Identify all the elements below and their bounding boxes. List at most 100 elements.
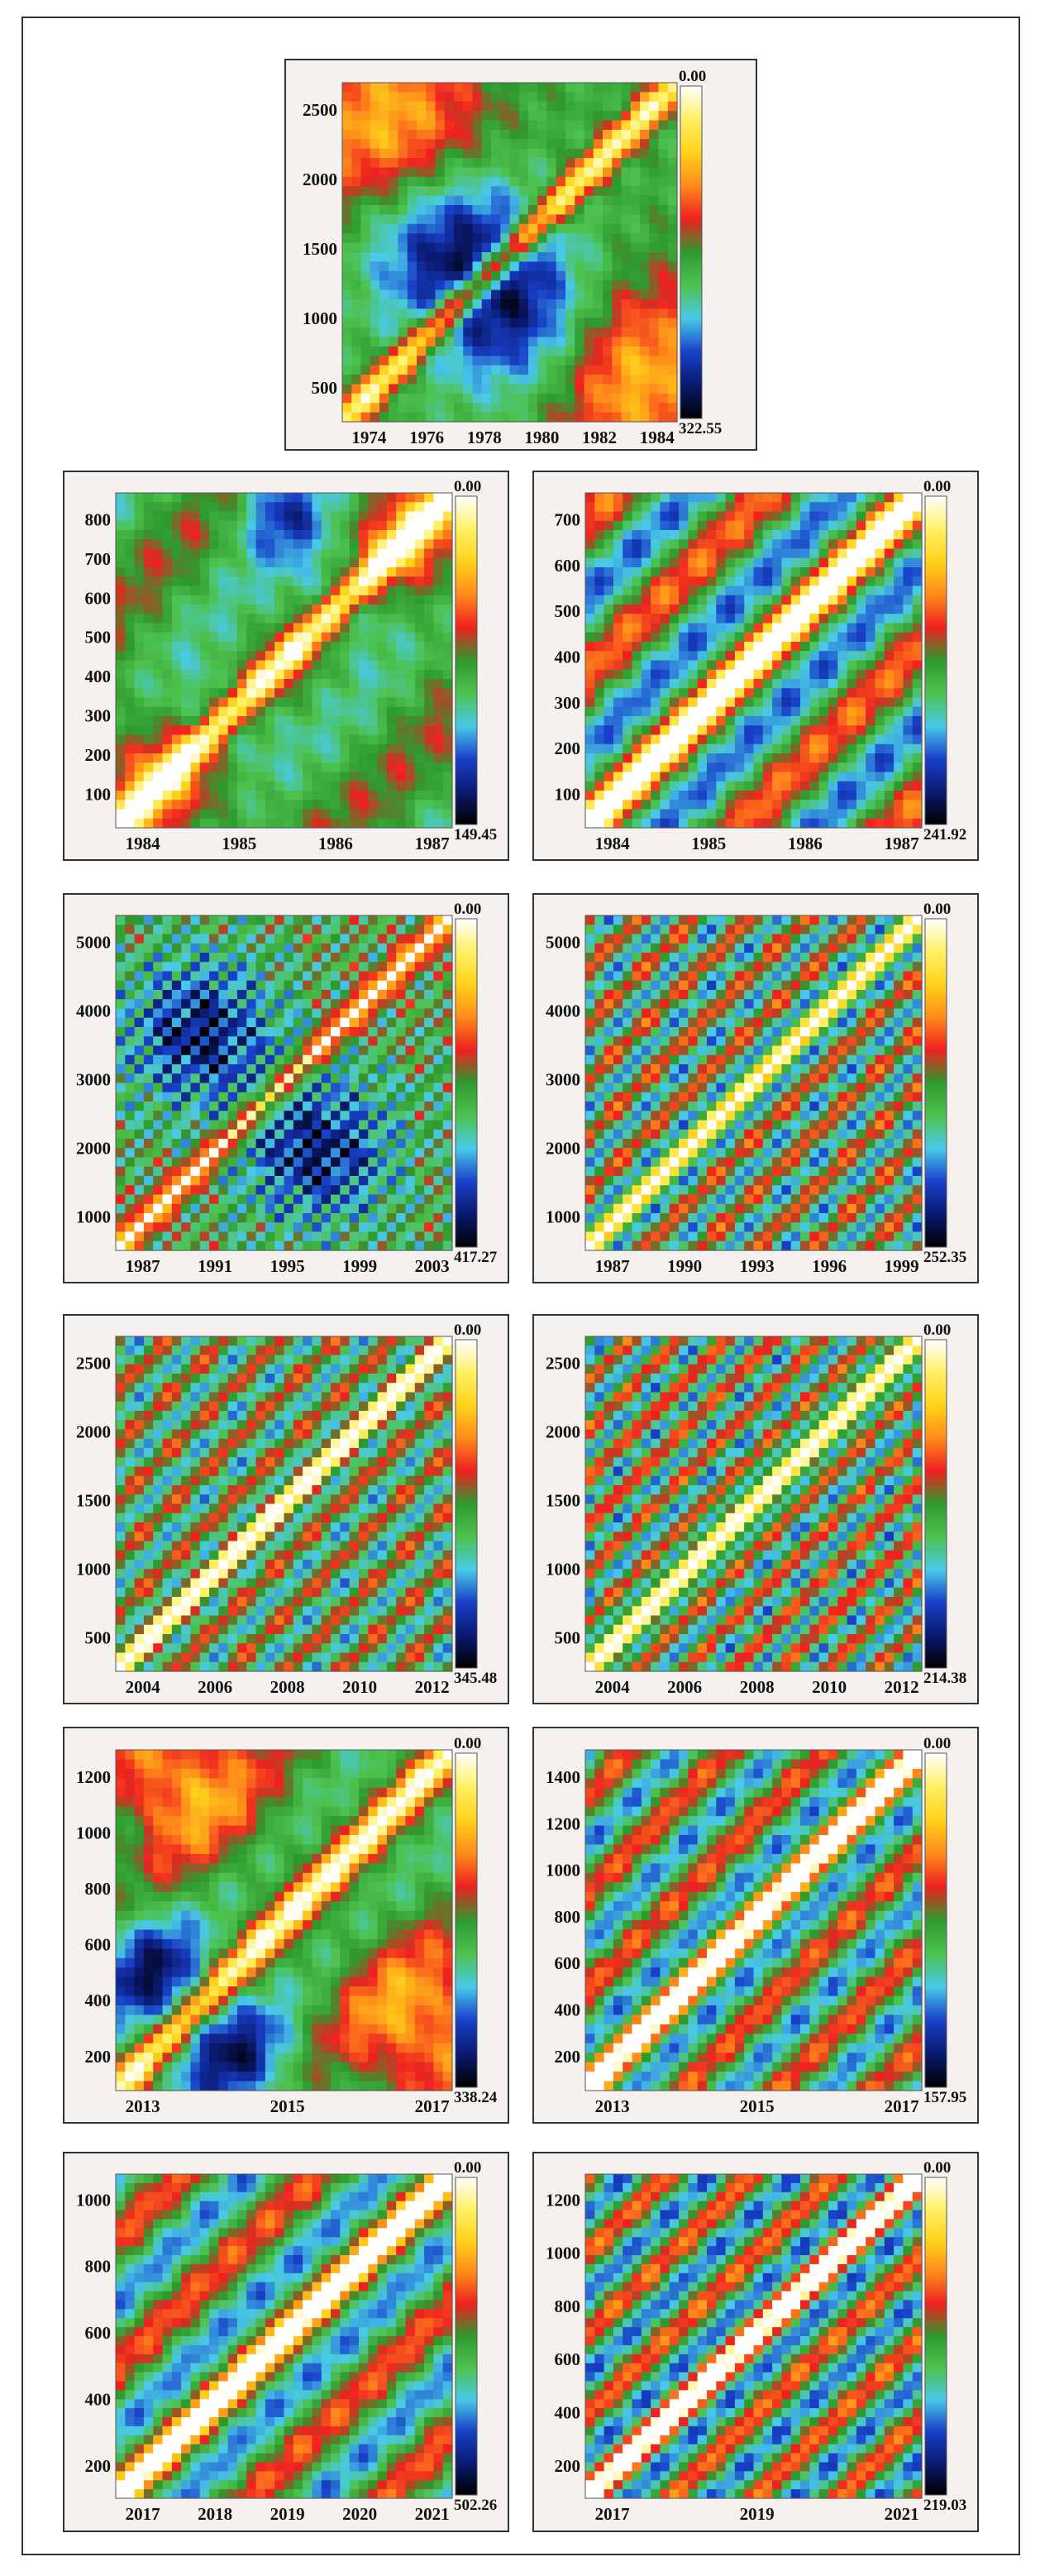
heatmap-cell (377, 511, 388, 522)
heatmap-cell (181, 595, 192, 605)
heatmap-cell (236, 818, 247, 829)
heatmap-cell (442, 706, 453, 717)
heatmap-cell (884, 791, 894, 801)
heatmap-cell (716, 753, 727, 763)
heatmap-cell (414, 651, 425, 662)
heatmap-cell (265, 753, 275, 763)
heatmap-cell (630, 148, 641, 159)
heatmap-cell (856, 753, 866, 763)
heatmap-cell (613, 743, 623, 754)
heatmap-cell (209, 1008, 219, 1019)
heatmap-cell (912, 520, 923, 531)
heatmap-cell (444, 83, 455, 93)
heatmap-cell (556, 403, 566, 413)
heatmap-cell (593, 158, 603, 169)
heatmap-cell (463, 233, 474, 244)
heatmap-cell (274, 688, 285, 699)
heatmap-cell (884, 605, 894, 614)
heatmap-cell (537, 403, 548, 413)
heatmap-cell (405, 1054, 416, 1065)
heatmap-cell (218, 539, 229, 550)
heatmap-cell (125, 1045, 136, 1056)
heatmap-cell (603, 403, 613, 413)
heatmap-cell (621, 252, 632, 262)
heatmap-cell (509, 280, 520, 291)
heatmap-cell (386, 623, 397, 633)
heatmap-cell (641, 725, 651, 736)
heatmap-cell (800, 781, 810, 791)
heatmap-cell (658, 139, 669, 150)
heatmap-cell (818, 734, 829, 745)
heatmap-cell (284, 753, 294, 763)
heatmap-cell (866, 642, 876, 652)
heatmap-cell (321, 1064, 332, 1074)
heatmap-cell (584, 384, 594, 394)
heatmap-cell (162, 520, 173, 531)
heatmap-cell (491, 365, 501, 375)
heatmap-cell (227, 1148, 238, 1159)
heatmap-cell (125, 1166, 136, 1177)
heatmap-cell (153, 632, 164, 643)
heatmap-cell (433, 915, 444, 925)
heatmap-cell (396, 669, 407, 680)
heatmap-cell (321, 539, 332, 550)
heatmap-cell (575, 205, 585, 216)
heatmap-cell (454, 318, 464, 328)
heatmap-cell (706, 557, 717, 568)
heatmap-cell (753, 605, 764, 614)
plot-border (584, 492, 923, 829)
heatmap-cell (377, 567, 388, 577)
heatmap-cell (162, 1185, 173, 1196)
heatmap-cell (623, 753, 633, 763)
heatmap-cell (734, 530, 745, 540)
heatmap-cell (342, 139, 352, 150)
heatmap-cell (321, 1092, 332, 1102)
heatmap-cell (349, 1139, 360, 1149)
heatmap-cell (491, 384, 501, 394)
heatmap-cell (565, 365, 575, 375)
heatmap-cell (509, 120, 520, 131)
heatmap-cell (284, 962, 294, 973)
heatmap-cell (396, 1139, 407, 1149)
heatmap-cell (162, 800, 173, 810)
heatmap-cell (265, 716, 275, 726)
heatmap-cell (809, 725, 820, 736)
heatmap-cell (358, 632, 369, 643)
heatmap-cell (426, 252, 437, 262)
heatmap-cell (753, 651, 764, 662)
heatmap-cell (255, 1139, 266, 1149)
heatmap-cell (358, 734, 369, 745)
heatmap-cell (444, 261, 455, 272)
heatmap-cell (772, 623, 783, 633)
heatmap-cell (340, 1148, 351, 1159)
heatmap-cell (190, 585, 201, 596)
heatmap-cell (218, 576, 229, 587)
heatmap-cell (500, 261, 511, 272)
heatmap-cell (658, 393, 669, 404)
heatmap-cell (414, 1092, 425, 1102)
heatmap-cell (417, 186, 427, 197)
heatmap-cell (640, 129, 650, 140)
heatmap-cell (660, 557, 670, 568)
heatmap-cell (199, 614, 210, 624)
heatmap-cell (603, 214, 613, 225)
heatmap-cell (407, 261, 417, 272)
heatmap-cell (199, 980, 210, 991)
heatmap-cell (153, 953, 164, 963)
heatmap-cell (360, 92, 371, 103)
heatmap-cell (632, 539, 642, 550)
heatmap-cell (649, 289, 660, 300)
heatmap-cell (218, 1008, 229, 1019)
heatmap-cell (396, 688, 407, 699)
heatmap-cell (389, 337, 399, 347)
heatmap-cell (433, 585, 444, 596)
heatmap-cell (274, 1017, 285, 1028)
heatmap-cell (181, 669, 192, 680)
heatmap-cell (546, 111, 557, 122)
heatmap-cell (414, 511, 425, 522)
heatmap-cell (856, 743, 866, 754)
heatmap-cell (171, 1102, 182, 1111)
heatmap-cell (612, 186, 623, 197)
heatmap-cell (293, 716, 303, 726)
heatmap-cell (171, 809, 182, 820)
